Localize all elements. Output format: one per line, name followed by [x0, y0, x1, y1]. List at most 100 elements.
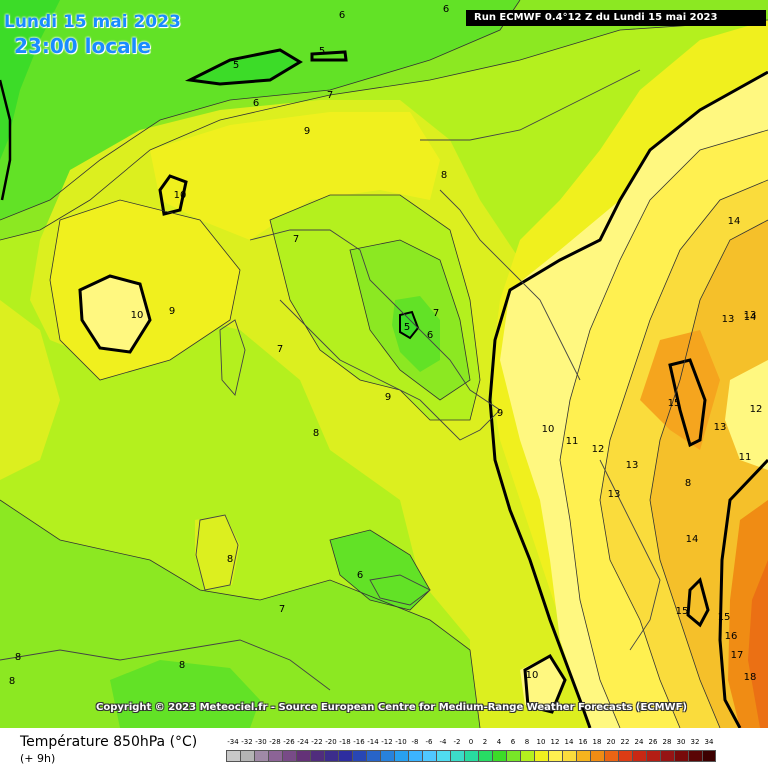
contour-label: 6: [253, 98, 259, 109]
field-t5-north: [0, 0, 60, 160]
coast-balkan: [420, 69, 641, 141]
legend-swatch: [632, 750, 646, 762]
contour-lines-thin: [0, 0, 768, 728]
legend-swatch: [394, 750, 408, 762]
contour-15-east: [668, 358, 707, 448]
legend-swatch: [324, 750, 338, 762]
contour-label: 11: [566, 436, 579, 447]
legend-value-label: -10: [395, 738, 407, 746]
legend-value-label: 20: [606, 738, 616, 746]
contour-label: 9: [385, 392, 391, 403]
contour-label: 9: [169, 306, 175, 317]
contour-label: 13: [722, 314, 735, 325]
contour-label: 13: [744, 310, 757, 321]
legend-swatch: [520, 750, 534, 762]
contour-15-east-b: [686, 577, 710, 628]
legend-value-label: 30: [676, 738, 686, 746]
legend-value-label: -2: [453, 738, 461, 746]
legend-swatch: [548, 750, 562, 762]
contour-5-north-b: [310, 50, 348, 62]
contour-5-north: [184, 48, 303, 86]
field-t11-spot-south: [520, 655, 565, 710]
contour-label: 14: [744, 312, 757, 323]
field-t10-north: [150, 112, 440, 240]
legend-swatch: [380, 750, 394, 762]
legend-swatch: [310, 750, 324, 762]
contour-label: 10: [131, 310, 144, 321]
legend-swatch: [282, 750, 296, 762]
contour-label: 6: [443, 4, 449, 15]
legend-swatch: [492, 750, 506, 762]
legend-value-label: -8: [411, 738, 419, 746]
legend-value-label: -6: [425, 738, 433, 746]
model-run-info: Run ECMWF 0.4°12 Z du Lundi 15 mai 2023: [466, 10, 766, 26]
contour-label: 9: [304, 126, 310, 137]
contour-10-north: [158, 174, 188, 216]
contour-7-south-thin: [0, 499, 481, 728]
contour-7-thin: [349, 239, 471, 401]
forecast-date: Lundi 15 mai 2023: [4, 12, 181, 32]
contour-label: 7: [327, 90, 333, 101]
contour-label: 8: [685, 478, 691, 489]
legend-value-label: -16: [353, 738, 365, 746]
legend-value-label: 2: [482, 738, 488, 746]
contour-label: 18: [744, 672, 757, 683]
contour-label: 8: [227, 554, 233, 565]
legend-swatch: [366, 750, 380, 762]
forecast-local-time: 23:00 locale: [14, 34, 151, 58]
legend-value-label: -20: [325, 738, 337, 746]
field-t6-north: [0, 0, 520, 220]
legend-swatch: [408, 750, 422, 762]
copyright-notice: Copyright © 2023 Meteociel.fr - Source E…: [96, 702, 687, 713]
field-t9-west: [0, 300, 60, 480]
field-t15-east: [640, 330, 720, 450]
legend-swatch: [450, 750, 464, 762]
legend-value-label: -4: [439, 738, 447, 746]
legend-swatch: [590, 750, 604, 762]
legend-value-label: -22: [311, 738, 323, 746]
coast-adriatic-east: [439, 189, 581, 381]
contour-label: 7: [279, 604, 285, 615]
contour-label: 15: [676, 606, 689, 617]
contour-label: 7: [293, 234, 299, 245]
legend-swatch: [506, 750, 520, 762]
coast-greece: [599, 459, 661, 651]
legend-swatch: [646, 750, 660, 762]
contour-label: 16: [725, 631, 738, 642]
field-t6-sw: [110, 660, 260, 728]
legend-value-label: -32: [241, 738, 253, 746]
legend-value-label: 22: [620, 738, 630, 746]
contour-label: 8: [179, 660, 185, 671]
contour-label: 5: [404, 322, 410, 333]
legend-value-label: -14: [367, 738, 379, 746]
field-t6-south: [330, 530, 430, 610]
contour-label: 7: [433, 308, 439, 319]
contour-label: 11: [739, 452, 752, 463]
legend-value-label: 8: [524, 738, 530, 746]
legend-swatch: [618, 750, 632, 762]
contour-5-west: [0, 79, 12, 201]
contour-label: 5: [319, 46, 325, 57]
legend-swatch: [464, 750, 478, 762]
contour-10-south: [523, 653, 567, 714]
legend-value-label: -26: [283, 738, 295, 746]
legend-value-label: 10: [536, 738, 546, 746]
legend-value-label: -24: [297, 738, 309, 746]
contour-label: 6: [339, 10, 345, 21]
legend-value-label: 6: [510, 738, 516, 746]
contour-10-east: [488, 70, 768, 728]
legend-value-label: 34: [704, 738, 714, 746]
legend-value-label: 28: [662, 738, 672, 746]
legend-value-label: 14: [564, 738, 574, 746]
contour-label: 10: [542, 424, 555, 435]
legend-value-label: 16: [578, 738, 588, 746]
contour-6-north-thin: [0, 0, 521, 221]
legend-swatch: [422, 750, 436, 762]
contour-12-thin: [559, 129, 768, 728]
legend-swatch: [660, 750, 674, 762]
contour-13-thin: [599, 179, 768, 728]
legend-swatch: [604, 750, 618, 762]
field-t7-south: [0, 500, 480, 728]
field-t5-island: [190, 50, 300, 84]
contour-label: 8: [9, 676, 15, 687]
